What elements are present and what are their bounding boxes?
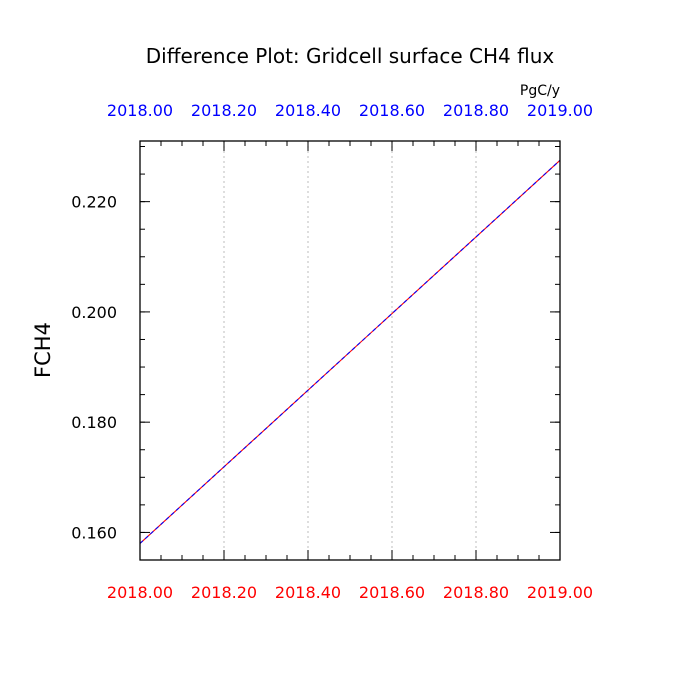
x-tick-label-bottom: 2018.40 bbox=[275, 583, 341, 602]
series-line bbox=[139, 159, 561, 544]
x-tick-label-top: 2018.00 bbox=[107, 101, 173, 120]
x-tick-label-bottom: 2018.20 bbox=[191, 583, 257, 602]
y-axis-label: FCH4 bbox=[31, 322, 55, 378]
grid-lines bbox=[223, 141, 477, 560]
tick-labels: 2018.00 2018.00 2018.20 2018.20 2018.40 2018.… bbox=[71, 101, 593, 602]
x-tick-label-bottom: 2018.80 bbox=[443, 583, 509, 602]
units-label: PgC/y bbox=[520, 83, 560, 99]
y-tick-label: 0.160 bbox=[71, 523, 117, 542]
x-tick-label-top: 2018.60 bbox=[359, 101, 425, 120]
y-tick-label: 0.220 bbox=[71, 193, 117, 212]
x-tick-label-bottom: 2018.00 bbox=[107, 583, 173, 602]
y-tick-label: 0.180 bbox=[71, 413, 117, 432]
series-lines bbox=[139, 159, 561, 544]
x-tick-label-top: 2019.00 bbox=[527, 101, 593, 120]
x-tick-label-bottom: 2018.60 bbox=[359, 583, 425, 602]
x-tick-label-top: 2018.40 bbox=[275, 101, 341, 120]
axis-ticks bbox=[139, 141, 561, 561]
x-tick-label-top: 2018.20 bbox=[191, 101, 257, 120]
plot-frame bbox=[139, 140, 561, 561]
x-tick-label-top: 2018.80 bbox=[443, 101, 509, 120]
chart-title: Difference Plot: Gridcell surface CH4 fl… bbox=[146, 44, 555, 68]
y-tick-label: 0.200 bbox=[71, 303, 117, 322]
x-tick-label-bottom: 2019.00 bbox=[527, 583, 593, 602]
